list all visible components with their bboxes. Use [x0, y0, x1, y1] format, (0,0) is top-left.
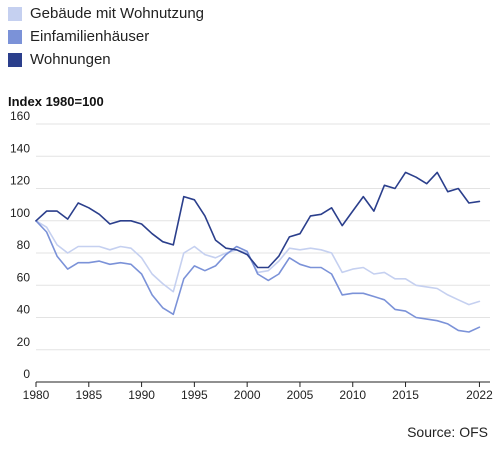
legend-label-2: Wohnungen — [30, 51, 111, 68]
x-tick-label: 2000 — [234, 388, 261, 402]
legend-item-2: Wohnungen — [8, 48, 204, 71]
series-line-2 — [35, 171, 481, 269]
source-note: Source: OFS — [407, 424, 488, 440]
x-tick-label: 1990 — [128, 388, 155, 402]
y-tick-label: 0 — [23, 367, 30, 381]
y-tick-label: 60 — [17, 270, 31, 284]
legend-swatch-0 — [8, 6, 22, 21]
x-tick-label: 2015 — [392, 388, 419, 402]
y-tick-label: 20 — [17, 335, 31, 349]
legend-swatch-1 — [8, 29, 22, 44]
legend-item-0: Gebäude mit Wohnutzung — [8, 2, 204, 25]
x-tick-label: 1985 — [75, 388, 102, 402]
y-axis-title: Index 1980=100 — [8, 94, 104, 109]
y-tick-label: 140 — [10, 141, 30, 155]
legend: Gebäude mit Wohnutzung Einfamilienhäuser… — [8, 2, 204, 71]
x-tick-label: 1980 — [23, 388, 50, 402]
legend-item-1: Einfamilienhäuser — [8, 25, 204, 48]
y-tick-label: 40 — [17, 303, 31, 317]
x-tick-label: 2005 — [287, 388, 314, 402]
series-line-1 — [35, 220, 481, 333]
x-tick-label: 2022 — [466, 388, 493, 402]
y-tick-label: 120 — [10, 174, 30, 188]
x-tick-label: 1995 — [181, 388, 208, 402]
x-tick-label: 2010 — [339, 388, 366, 402]
legend-swatch-2 — [8, 52, 22, 67]
legend-label-1: Einfamilienhäuser — [30, 28, 150, 45]
y-tick-label: 100 — [10, 206, 30, 220]
y-tick-label: 80 — [17, 238, 31, 252]
legend-label-0: Gebäude mit Wohnutzung — [30, 5, 205, 22]
y-tick-label: 160 — [10, 109, 30, 123]
